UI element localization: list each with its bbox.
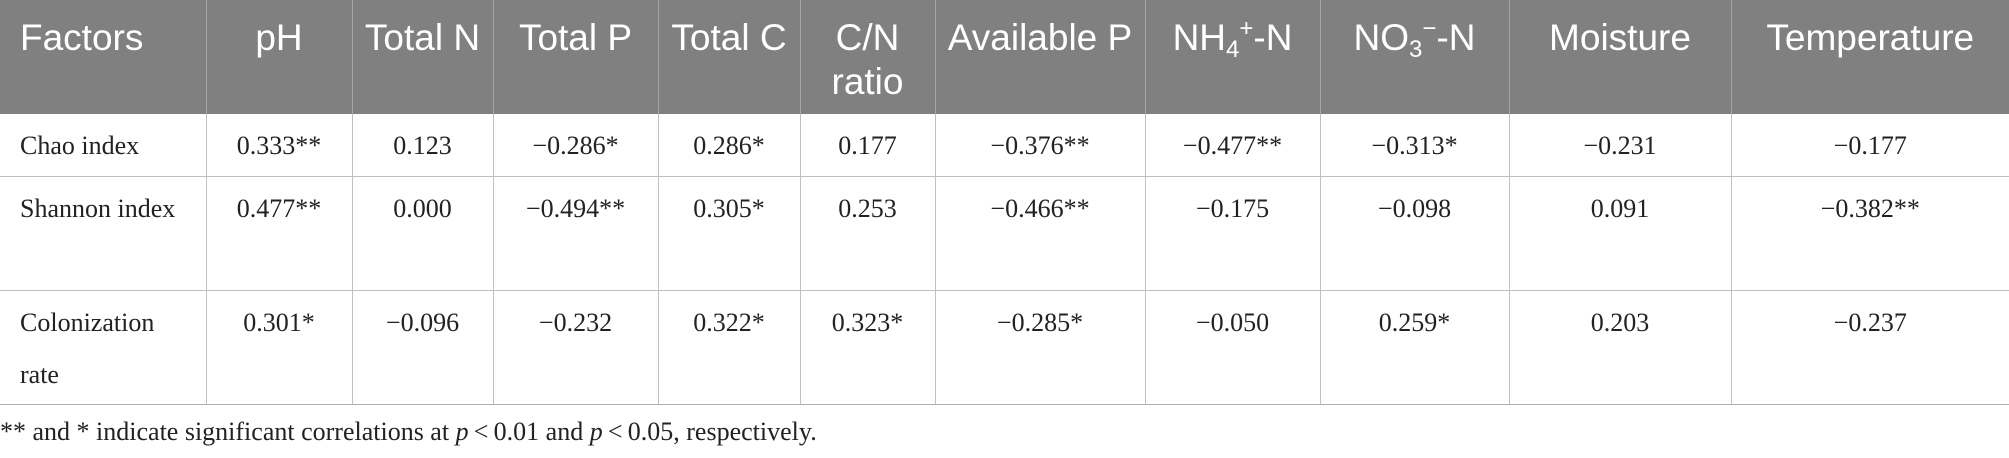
table-row: Shannon index 0.477** 0.000 −0.494** 0.3…: [0, 176, 2009, 291]
nh4-tail: -N: [1253, 17, 1293, 58]
table-cell: 0.477**: [205, 176, 352, 291]
footnote-text-3: < 0.05, respectively.: [602, 417, 817, 446]
header-cn-ratio: C/N ratio: [799, 0, 935, 114]
table-cell: −0.096: [351, 290, 493, 405]
table-cell: 0.091: [1508, 176, 1731, 291]
table-cell: 0.333**: [205, 114, 352, 177]
table-cell: −0.098: [1319, 176, 1509, 291]
footnote-p-symbol: p: [589, 417, 603, 446]
correlation-table: Factors pH Total N Total P Total C C/N r…: [0, 0, 2009, 405]
table-cell: 0.323*: [799, 290, 935, 405]
table-cell: −0.237: [1730, 290, 2009, 405]
header-no3-n: NO3−-N: [1319, 0, 1509, 114]
no3-tail: -N: [1436, 17, 1476, 58]
header-factors: Factors: [0, 0, 206, 114]
table-cell: 0.301*: [205, 290, 352, 405]
no3-base: NO: [1353, 17, 1410, 58]
footnote-p-symbol: p: [455, 417, 469, 446]
table-cell: −0.477**: [1144, 114, 1320, 177]
table-cell: −0.285*: [934, 290, 1145, 405]
header-total-n: Total N: [351, 0, 493, 114]
table-cell: −0.050: [1144, 290, 1320, 405]
table-row: Colonization rate 0.301* −0.096 −0.232 0…: [0, 290, 2009, 405]
footnote-text-1: ** and * indicate significant correlatio…: [0, 417, 456, 446]
table-cell: 0.322*: [657, 290, 800, 405]
table-row: Chao index 0.333** 0.123 −0.286* 0.286* …: [0, 114, 2009, 177]
table-cell: −0.231: [1508, 114, 1731, 177]
table-cell: −0.232: [492, 290, 658, 405]
header-nh4-n: NH4+-N: [1144, 0, 1320, 114]
header-total-c: Total C: [657, 0, 800, 114]
row-label: Shannon index: [0, 176, 206, 291]
table-cell: −0.466**: [934, 176, 1145, 291]
table-cell: 0.000: [351, 176, 493, 291]
table-header: Factors pH Total N Total P Total C C/N r…: [0, 0, 2009, 114]
row-label: Colonization rate: [0, 290, 206, 405]
nh4-subscript: 4: [1226, 36, 1240, 63]
row-label: Chao index: [0, 114, 206, 177]
table-cell: −0.175: [1144, 176, 1320, 291]
header-total-p: Total P: [492, 0, 658, 114]
nh4-superscript: +: [1239, 15, 1254, 42]
table-cell: 0.177: [799, 114, 935, 177]
table-body: Chao index 0.333** 0.123 −0.286* 0.286* …: [0, 114, 2009, 405]
table-cell: 0.305*: [657, 176, 800, 291]
table-footnote: ** and * indicate significant correlatio…: [0, 414, 817, 450]
nh4-base: NH: [1172, 17, 1227, 58]
table-cell: −0.286*: [492, 114, 658, 177]
header-moisture: Moisture: [1508, 0, 1731, 114]
table-cell: −0.177: [1730, 114, 2009, 177]
table-cell: −0.494**: [492, 176, 658, 291]
table-cell: −0.382**: [1730, 176, 2009, 291]
table-cell: 0.259*: [1319, 290, 1509, 405]
header-temperature: Temperature: [1730, 0, 2009, 114]
no3-subscript: 3: [1409, 36, 1423, 63]
header-ph: pH: [205, 0, 352, 114]
footnote-text-2: < 0.01 and: [468, 417, 590, 446]
no3-superscript: −: [1422, 15, 1437, 42]
header-row: Factors pH Total N Total P Total C C/N r…: [0, 0, 2009, 114]
table-cell: 0.286*: [657, 114, 800, 177]
table-cell: 0.253: [799, 176, 935, 291]
table-cell: 0.203: [1508, 290, 1731, 405]
table-cell: 0.123: [351, 114, 493, 177]
table-cell: −0.376**: [934, 114, 1145, 177]
header-available-p: Available P: [934, 0, 1145, 114]
table-cell: −0.313*: [1319, 114, 1509, 177]
